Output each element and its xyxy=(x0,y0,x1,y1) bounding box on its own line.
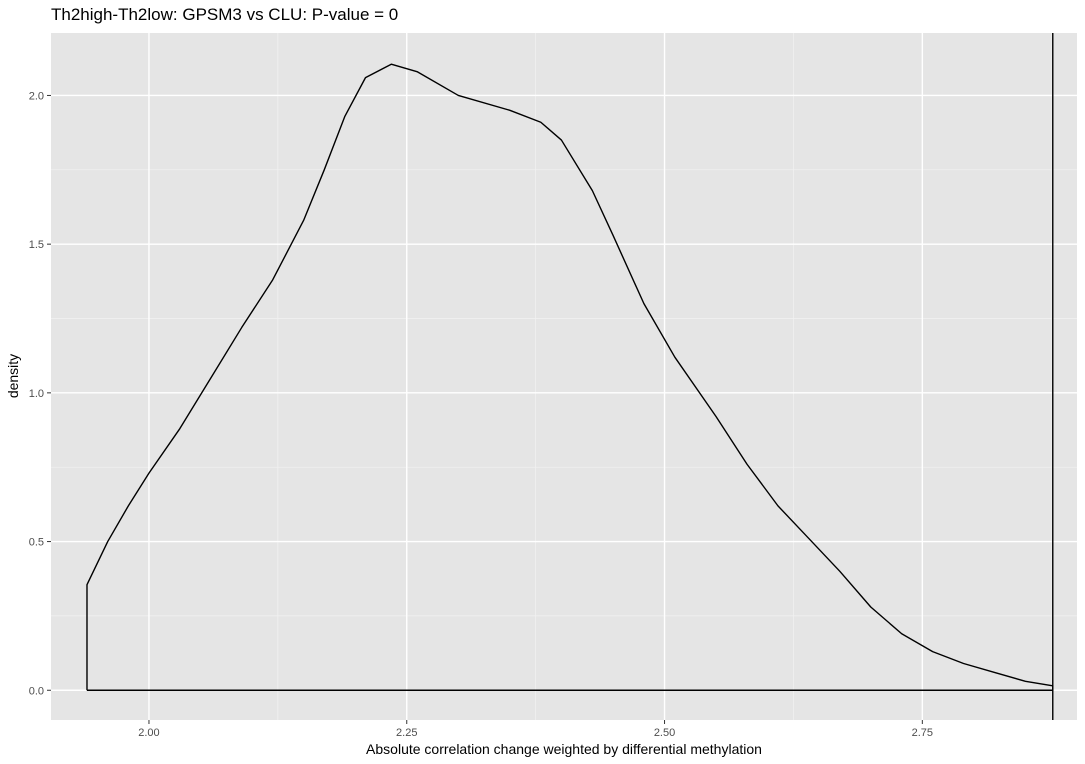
y-tick-label: 0.0 xyxy=(29,685,44,697)
y-axis-title: density xyxy=(5,354,21,398)
minor-gridlines xyxy=(51,33,1077,720)
plot-panel xyxy=(51,33,1077,720)
x-tick-label: 2.25 xyxy=(396,727,417,739)
y-tick-label: 2.0 xyxy=(29,90,44,102)
y-tick-label: 0.5 xyxy=(29,537,44,549)
major-gridlines xyxy=(51,33,1077,720)
x-tick-label: 2.00 xyxy=(138,727,159,739)
y-tick-label: 1.5 xyxy=(29,239,44,251)
x-tick-label: 2.75 xyxy=(912,727,933,739)
chart-title: Th2high-Th2low: GPSM3 vs CLU: P-value = … xyxy=(51,5,398,24)
y-axis: 0.0 0.5 1.0 1.5 2.0 xyxy=(29,90,51,697)
x-axis: 2.00 2.25 2.50 2.75 xyxy=(138,720,933,739)
y-tick-label: 1.0 xyxy=(29,388,44,400)
x-axis-title: Absolute correlation change weighted by … xyxy=(366,741,762,757)
density-curve xyxy=(86,63,1054,691)
x-tick-label: 2.50 xyxy=(654,727,675,739)
